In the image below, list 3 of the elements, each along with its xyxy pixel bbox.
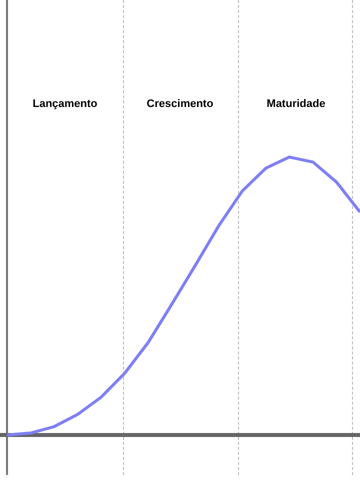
text: Crescimento <box>146 98 214 110</box>
text: Lançamento <box>32 98 98 110</box>
text: Maturidade <box>266 98 326 110</box>
